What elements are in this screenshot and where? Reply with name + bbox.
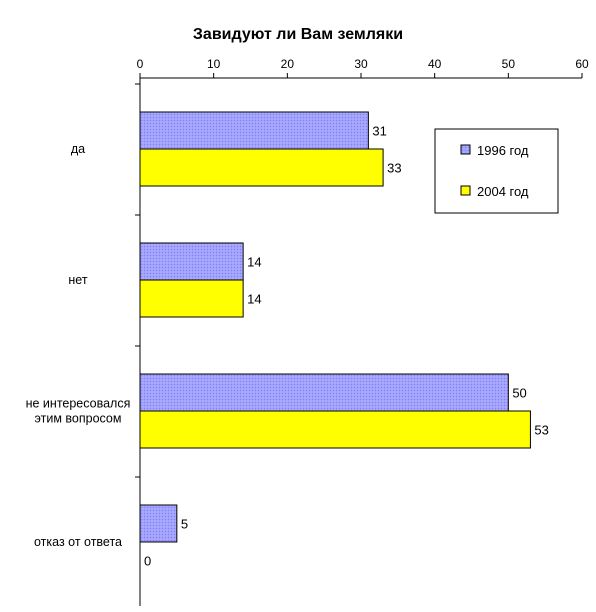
data-label: 5 bbox=[181, 517, 188, 532]
legend-swatch bbox=[460, 144, 471, 155]
legend: 1996 год 2004 год bbox=[434, 128, 559, 214]
legend-swatch bbox=[460, 185, 471, 196]
data-label: 14 bbox=[247, 255, 261, 270]
x-tick-label: 40 bbox=[428, 57, 442, 71]
category-label: не интересовался bbox=[26, 397, 131, 411]
x-tick-label: 60 bbox=[575, 57, 589, 71]
legend-box bbox=[434, 128, 559, 214]
data-label: 0 bbox=[144, 554, 151, 569]
bar bbox=[139, 279, 244, 318]
axes: 0 10 20 30 40 50 60 bbox=[135, 57, 589, 606]
data-label: 14 bbox=[247, 292, 261, 307]
x-tick-label: 20 bbox=[281, 57, 295, 71]
category-label: этим вопросом bbox=[35, 412, 122, 426]
data-label: 33 bbox=[387, 161, 401, 176]
bar bbox=[139, 373, 509, 412]
bar bbox=[139, 148, 384, 187]
bar bbox=[139, 504, 178, 543]
category-label: да bbox=[71, 142, 85, 156]
bar bbox=[139, 410, 531, 449]
bar bbox=[139, 242, 244, 281]
bars bbox=[139, 111, 531, 543]
category-label: нет bbox=[68, 273, 87, 287]
data-label: 31 bbox=[372, 124, 386, 139]
x-tick-label: 50 bbox=[502, 57, 516, 71]
x-tick-label: 30 bbox=[354, 57, 368, 71]
category-label: отказ от ответа bbox=[34, 535, 122, 549]
legend-label: 1996 год bbox=[477, 143, 529, 158]
data-label: 53 bbox=[534, 423, 548, 438]
x-tick-label: 10 bbox=[207, 57, 221, 71]
x-tick-label: 0 bbox=[137, 57, 144, 71]
data-label: 50 bbox=[512, 386, 526, 401]
bar bbox=[139, 111, 369, 150]
legend-label: 2004 год bbox=[477, 184, 529, 199]
chart-title: Завидуют ли Вам земляки bbox=[193, 26, 403, 43]
